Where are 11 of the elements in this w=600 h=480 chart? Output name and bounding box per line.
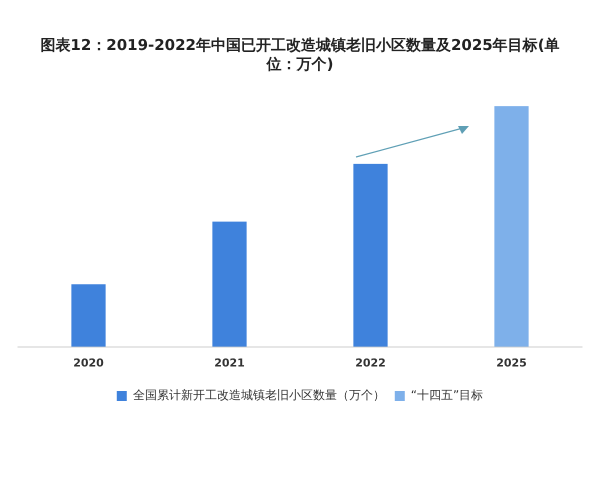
legend-label: 全国累计新开工改造城镇老旧小区数量（万个） [132, 388, 385, 402]
bar [212, 222, 247, 347]
x-tick-label: 2022 [355, 356, 386, 370]
bar [353, 164, 388, 347]
x-tick-label: 2020 [73, 356, 104, 370]
bar [494, 106, 529, 347]
chart-title: 图表12：2019-2022年中国已开工改造城镇老旧小区数量及2025年目标(单位：万个) [39, 36, 561, 74]
bar [71, 284, 106, 347]
x-tick-label: 2021 [214, 356, 245, 370]
legend-label: “十四五”目标 [410, 388, 484, 402]
x-tick-label: 2025 [496, 356, 527, 370]
